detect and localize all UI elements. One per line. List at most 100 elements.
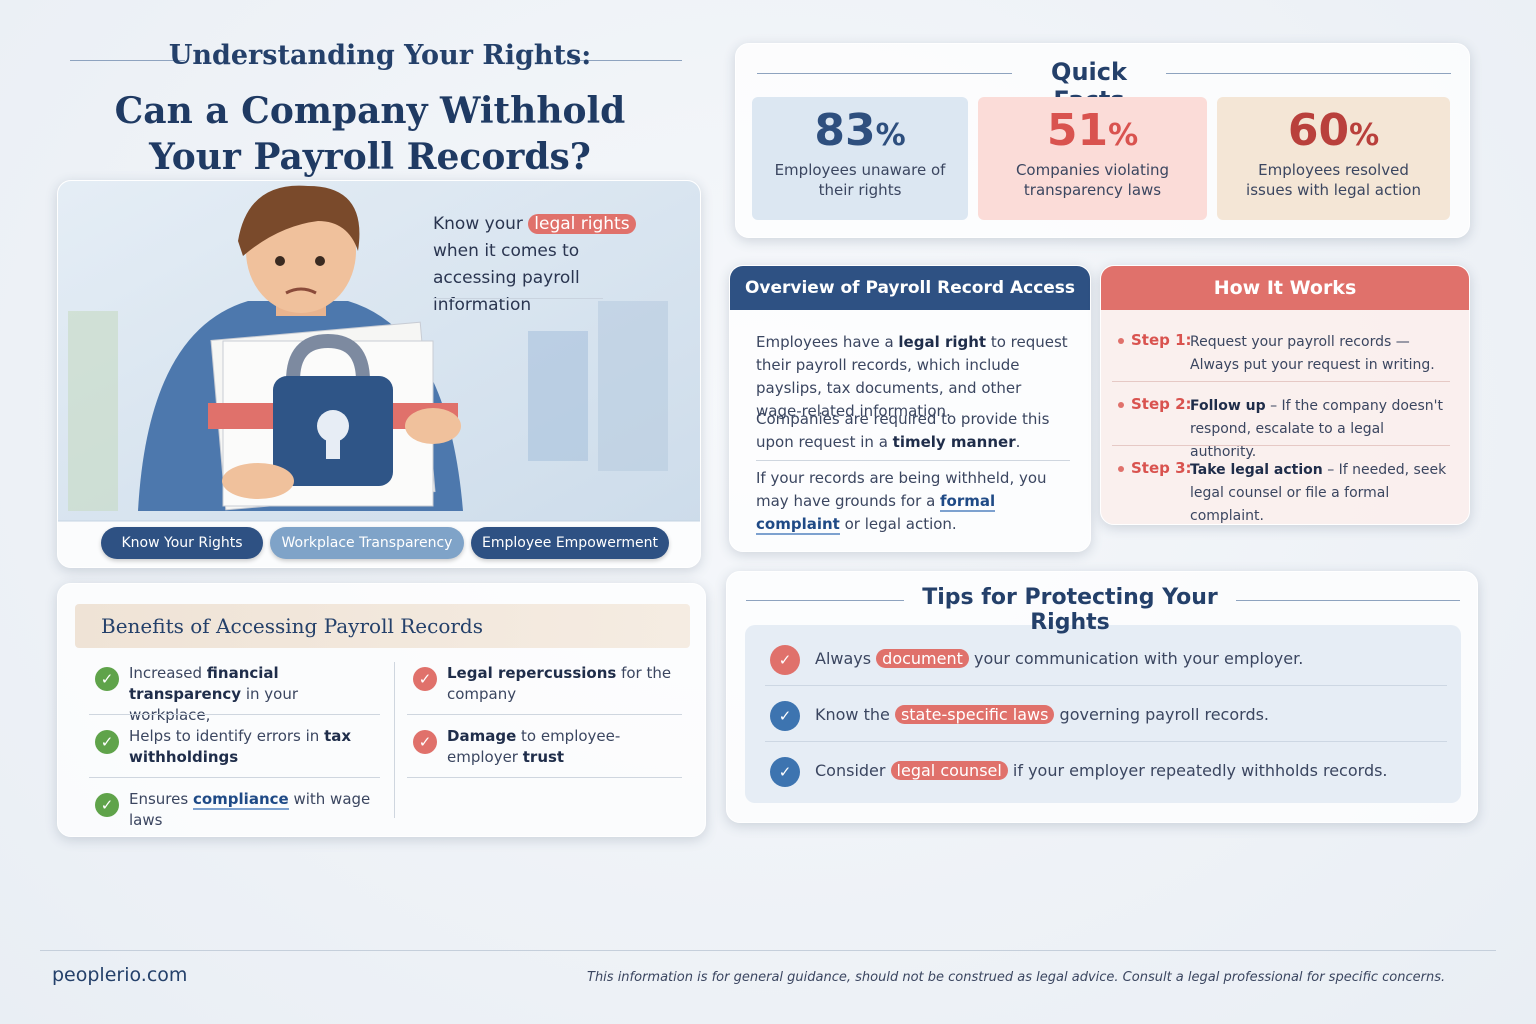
tip-icon: ✓	[770, 701, 800, 731]
step-text: Take legal action – If needed, seek lega…	[1190, 459, 1450, 528]
fact-number: 60%	[1217, 105, 1450, 156]
fact-label: Employees resolved issues with legal act…	[1246, 161, 1421, 199]
divider	[765, 685, 1447, 686]
hero-card: Know your legal rights when it comes to …	[57, 180, 701, 568]
emphasis: financial transparency	[129, 664, 279, 703]
fact-box: 51% Companies violating transparency laws	[978, 97, 1207, 220]
fact-unit: %	[1349, 118, 1380, 153]
text-run: Ensures	[129, 790, 193, 808]
benefits-title: Benefits of Accessing Payroll Records	[75, 604, 690, 648]
emphasis: Take legal action	[1190, 462, 1323, 478]
text-run: Consider	[815, 761, 891, 780]
fact-unit: %	[875, 118, 906, 153]
divider	[1112, 445, 1450, 446]
divider	[407, 714, 682, 715]
tag[interactable]: Know Your Rights	[101, 527, 263, 559]
divider	[394, 662, 395, 818]
benefit-item: Helps to identify errors in tax withhold…	[129, 726, 379, 768]
overview-paragraph: Employees have a legal right to request …	[756, 331, 1071, 423]
text-run: or legal action.	[839, 515, 957, 533]
check-icon: ✓	[95, 667, 119, 691]
text-run: Companies are required to provide this u…	[756, 410, 1050, 451]
emphasis: tax withholdings	[129, 727, 352, 766]
step-label: Step 3:	[1131, 459, 1192, 477]
emphasis: compliance	[192, 790, 289, 810]
fact-label: Employees unaware of their rights	[774, 161, 946, 199]
tips-panel	[745, 625, 1461, 803]
tip-text: Consider legal counsel if your employer …	[815, 760, 1435, 781]
text-run: when it comes to accessing payroll infor…	[433, 241, 580, 315]
overview-title: Overview of Payroll Record Access	[730, 266, 1090, 310]
divider	[1166, 73, 1451, 74]
step-text: Follow up – If the company doesn't respo…	[1190, 395, 1450, 464]
emphasis: Damage	[447, 727, 517, 745]
drawback-item: Damage to employee-employer trust	[447, 726, 677, 768]
overview-paragraph: If your records are being withheld, you …	[756, 467, 1071, 536]
text-run: Know the	[815, 705, 895, 724]
kicker: Understanding Your Rights:	[168, 40, 592, 71]
tip-text: Always document your communication with …	[815, 648, 1435, 669]
text-run: governing payroll records.	[1054, 705, 1270, 724]
cross-icon: ✓	[413, 730, 437, 754]
text-run: in your workplace,	[129, 685, 299, 724]
tip-text: Know the state-specific laws governing p…	[815, 704, 1435, 725]
text-run: Employees have a	[756, 333, 899, 351]
text-run: if your employer repeatedly withholds re…	[1007, 761, 1388, 780]
text-run: for the company	[447, 664, 672, 703]
bullet	[1118, 466, 1124, 472]
text-run: to request their payroll records, which …	[756, 333, 1068, 420]
divider	[89, 777, 380, 778]
highlight: legal counsel	[890, 761, 1008, 780]
divider	[1236, 600, 1460, 601]
text-run: with wage laws	[129, 790, 371, 829]
step-text: Request your payroll records — Always pu…	[1190, 331, 1450, 377]
divider	[765, 741, 1447, 742]
fact-unit: %	[1108, 118, 1139, 153]
drawback-item: Legal repercussions for the company	[447, 663, 677, 705]
text-run: Always	[815, 649, 877, 668]
fact-box: 60% Employees resolved issues with legal …	[1217, 97, 1450, 220]
fact-number: 83%	[752, 105, 968, 156]
tip-icon: ✓	[770, 757, 800, 787]
fact-label: Companies violating transparency laws	[1015, 161, 1170, 199]
divider	[40, 950, 1496, 951]
highlight: document	[876, 649, 969, 668]
fact-number: 51%	[978, 105, 1207, 156]
divider	[407, 777, 682, 778]
divider	[70, 60, 185, 61]
divider	[757, 73, 1012, 74]
emphasis: Follow up	[1190, 398, 1266, 414]
bullet	[1118, 402, 1124, 408]
highlight: legal rights	[528, 214, 636, 234]
page-title: Can a Company Withhold Your Payroll Reco…	[114, 90, 626, 178]
text-run: – If the company doesn't respond, escala…	[1190, 398, 1444, 460]
step-label: Step 1:	[1131, 331, 1192, 349]
highlight: state-specific laws	[894, 705, 1055, 724]
text-run: your communication with your employer.	[968, 649, 1304, 668]
bullet	[1118, 338, 1124, 344]
tag[interactable]: Workplace Transparency	[270, 527, 464, 559]
step-label: Step 2:	[1131, 395, 1192, 413]
text-run: If your records are being withheld, you …	[756, 469, 1047, 510]
divider	[1112, 381, 1450, 382]
emphasis: Legal repercussions	[447, 664, 617, 682]
steps-title: How It Works	[1101, 266, 1469, 310]
fact-value: 83	[814, 105, 876, 156]
emphasis: timely manner	[892, 433, 1016, 451]
hero-caption: Know your legal rights when it comes to …	[433, 211, 653, 319]
brand[interactable]: peoplerio.com	[52, 964, 188, 986]
tip-icon: ✓	[770, 645, 800, 675]
text-run: Helps to identify errors in	[129, 727, 325, 745]
text-run: Know your	[433, 214, 529, 234]
divider	[756, 460, 1070, 461]
tips-title: Tips for Protecting Your Rights	[922, 585, 1218, 635]
text-run: to employee-employer	[447, 727, 621, 766]
illustration	[58, 181, 700, 522]
divider	[746, 600, 904, 601]
divider	[572, 60, 682, 61]
overview-card: Overview of Payroll Record Access	[729, 265, 1091, 552]
tag[interactable]: Employee Empowerment	[471, 527, 669, 559]
benefit-item: Ensures compliance with wage laws	[129, 789, 379, 831]
